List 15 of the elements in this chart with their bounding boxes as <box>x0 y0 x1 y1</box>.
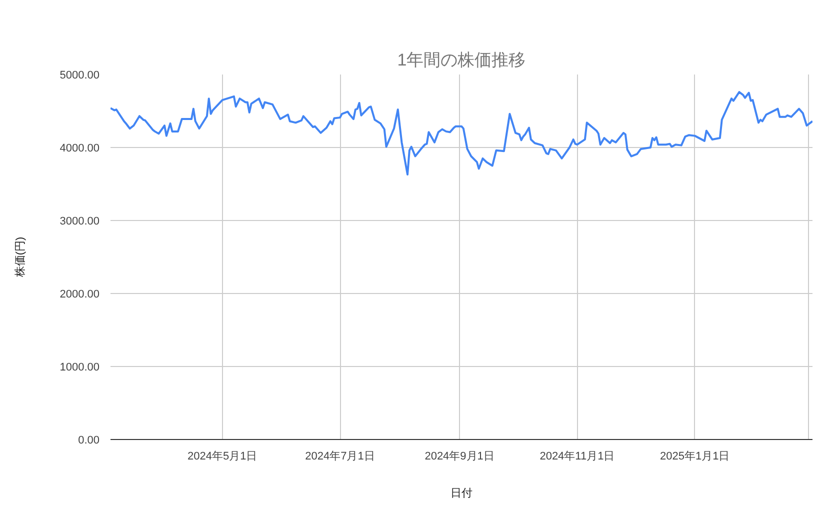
y-axis-title: 株価(円) <box>14 236 27 278</box>
x-tick-label: 2024年9月1日 <box>424 450 494 462</box>
x-tick-label: 2024年11月1日 <box>540 450 615 462</box>
line-series <box>110 91 812 176</box>
x-tick-label: 2024年7月1日 <box>305 450 375 462</box>
y-tick-label: 4000.00 <box>60 142 100 154</box>
x-tick-label: 2024年5月1日 <box>188 450 258 462</box>
chart-title: 1年間の株価推移 <box>397 50 526 70</box>
x-tick-label: 2025年1月1日 <box>660 450 730 462</box>
y-tick-label: 3000.00 <box>60 216 100 228</box>
y-tick-label: 5000.00 <box>60 70 100 82</box>
y-tick-label: 2000.00 <box>60 288 100 300</box>
x-axis-title: 日付 <box>450 488 472 500</box>
y-tick-label: 0.00 <box>78 434 100 446</box>
y-tick-label: 1000.00 <box>60 362 100 374</box>
